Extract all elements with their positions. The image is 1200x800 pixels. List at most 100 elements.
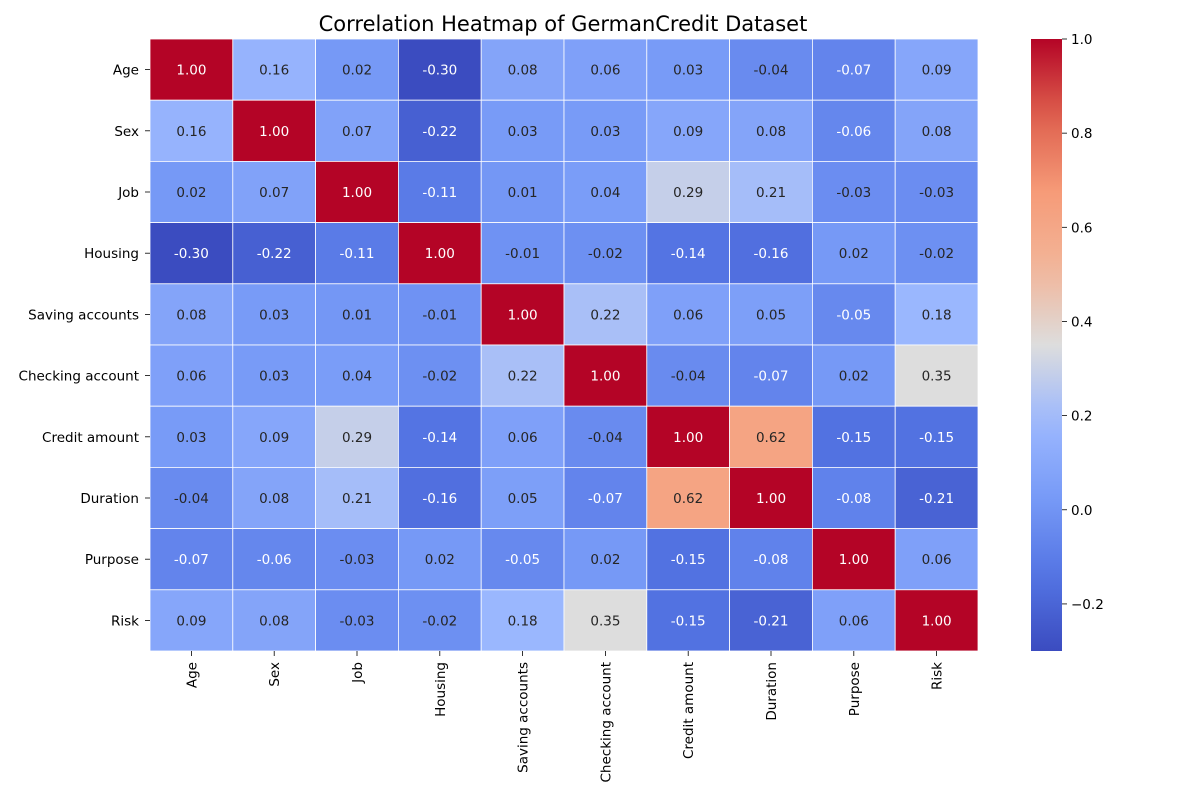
cell-value-label-0-1: 0.16 [259, 63, 289, 79]
y-tick-label: Age [113, 63, 139, 79]
cell-value-label-3-0: -0.30 [174, 246, 209, 262]
cell-value-label-6-7: 0.62 [756, 430, 786, 446]
heatmap-cell-6-7 [729, 405, 813, 468]
heatmap-cell-8-5 [563, 528, 648, 591]
cell-value-label-1-6: 0.09 [673, 124, 703, 140]
colorbar-tick-label: 1.0 [1071, 32, 1092, 48]
heatmap-cell-9-6 [646, 589, 730, 652]
cell-value-label-6-2: 0.29 [342, 430, 372, 446]
heatmap-cell-7-7 [729, 466, 813, 529]
cell-value-label-7-6: 0.62 [673, 491, 703, 507]
heatmap-cell-7-9 [894, 466, 979, 529]
cell-value-label-4-9: 0.18 [922, 307, 952, 323]
cell-value-label-9-4: 0.18 [508, 613, 538, 629]
cell-value-label-9-2: -0.03 [340, 613, 375, 629]
cell-value-label-6-9: -0.15 [919, 430, 954, 446]
heatmap-cell-7-4 [480, 466, 565, 529]
cell-value-label-2-7: 0.21 [756, 185, 786, 201]
heatmap-cell-7-2 [315, 466, 399, 529]
cell-value-label-3-7: -0.16 [754, 246, 789, 262]
cell-value-label-0-5: 0.06 [590, 63, 620, 79]
cell-value-label-2-4: 0.01 [508, 185, 538, 201]
cell-value-label-9-3: -0.02 [422, 613, 457, 629]
x-tick-label: Job [350, 662, 366, 684]
heatmap-cell-8-1 [232, 528, 317, 591]
cell-value-label-0-0: 1.00 [176, 63, 206, 79]
cell-value-label-7-5: -0.07 [588, 491, 623, 507]
cell-value-label-7-0: -0.04 [174, 491, 209, 507]
heatmap-cell-8-4 [480, 528, 565, 591]
cell-value-label-8-5: 0.02 [590, 552, 620, 568]
x-tick-label: Checking account [598, 662, 614, 782]
cell-value-label-2-5: 0.04 [590, 185, 620, 201]
heatmap-cell-1-9 [894, 99, 979, 162]
cell-value-label-4-6: 0.06 [673, 307, 703, 323]
heatmap-cell-4-7 [729, 283, 813, 346]
heatmap-cell-0-5 [563, 38, 648, 101]
cell-value-label-1-0: 0.16 [176, 124, 206, 140]
y-tick-label: Duration [80, 491, 139, 507]
heatmap-cell-4-8 [812, 283, 896, 346]
heatmap-cell-0-9 [894, 38, 979, 101]
y-tick-label: Saving accounts [28, 307, 139, 323]
cell-value-label-5-7: -0.07 [754, 369, 789, 385]
heatmap-cell-9-3 [397, 589, 482, 652]
cell-value-label-9-5: 0.35 [590, 613, 620, 629]
cell-value-label-4-4: 1.00 [508, 307, 538, 323]
colorbar-tick-label: 0.0 [1071, 503, 1092, 519]
cell-value-label-7-4: 0.05 [508, 491, 538, 507]
cell-value-label-4-0: 0.08 [176, 307, 206, 323]
heatmap-cell-7-1 [232, 466, 317, 529]
heatmap-cell-1-7 [729, 99, 813, 162]
cell-value-label-8-9: 0.06 [922, 552, 952, 568]
heatmap-cell-3-0 [149, 222, 234, 285]
cell-value-label-1-1: 1.00 [259, 124, 289, 140]
heatmap-cell-3-6 [646, 222, 730, 285]
heatmap-cell-0-4 [480, 38, 565, 101]
cell-value-label-4-7: 0.05 [756, 307, 786, 323]
heatmap-cell-5-5 [563, 344, 648, 407]
cell-value-label-8-1: -0.06 [257, 552, 292, 568]
x-tick-label: Credit amount [681, 662, 697, 759]
cell-value-label-3-9: -0.02 [919, 246, 954, 262]
heatmap-cell-9-0 [149, 589, 234, 652]
heatmap-cell-0-7 [729, 38, 813, 101]
cell-value-label-3-8: 0.02 [839, 246, 869, 262]
cell-value-label-3-6: -0.14 [671, 246, 706, 262]
y-tick-label: Risk [111, 613, 139, 629]
cell-value-label-4-3: -0.01 [422, 307, 457, 323]
cell-value-label-6-8: -0.15 [836, 430, 871, 446]
chart-title: Correlation Heatmap of GermanCredit Data… [319, 12, 808, 36]
cell-value-label-5-0: 0.06 [176, 369, 206, 385]
cell-value-label-0-6: 0.03 [673, 63, 703, 79]
heatmap-cell-3-8 [812, 222, 896, 285]
cell-value-label-4-2: 0.01 [342, 307, 372, 323]
colorbar-tick-label: 0.4 [1071, 314, 1092, 330]
cell-value-label-2-1: 0.07 [259, 185, 289, 201]
cell-value-label-8-3: 0.02 [425, 552, 455, 568]
heatmap-cell-3-7 [729, 222, 813, 285]
heatmap-cell-0-2 [315, 38, 399, 101]
heatmap-cell-3-4 [480, 222, 565, 285]
heatmap-cell-2-0 [149, 160, 234, 223]
cell-value-label-7-3: -0.16 [422, 491, 457, 507]
cell-value-label-7-7: 1.00 [756, 491, 786, 507]
heatmap-cell-1-6 [646, 99, 730, 162]
cell-value-label-1-3: -0.22 [422, 124, 457, 140]
y-tick-label: Credit amount [42, 430, 139, 446]
cell-value-label-8-6: -0.15 [671, 552, 706, 568]
y-tick-labels: Age Sex Job Housing Saving accounts Checking … [19, 63, 150, 629]
cell-value-label-5-8: 0.02 [839, 369, 869, 385]
colorbar: −0.2 0.0 0.2 0.4 0.6 0.8 1.0 [1031, 32, 1104, 651]
heatmap-cell-1-4 [480, 99, 565, 162]
x-tick-label: Housing [433, 662, 449, 717]
cell-value-label-3-4: -0.01 [505, 246, 540, 262]
cell-value-label-8-8: 1.00 [839, 552, 869, 568]
cell-value-label-7-9: -0.21 [919, 491, 954, 507]
heatmap-cell-9-9 [894, 589, 979, 652]
cell-value-label-1-2: 0.07 [342, 124, 372, 140]
heatmap-cell-2-4 [480, 160, 565, 223]
heatmap-cell-8-9 [894, 528, 979, 591]
x-tick-labels: Age Sex Job Housing Saving accounts Checking … [184, 651, 946, 782]
heatmap-cell-6-3 [397, 405, 482, 468]
